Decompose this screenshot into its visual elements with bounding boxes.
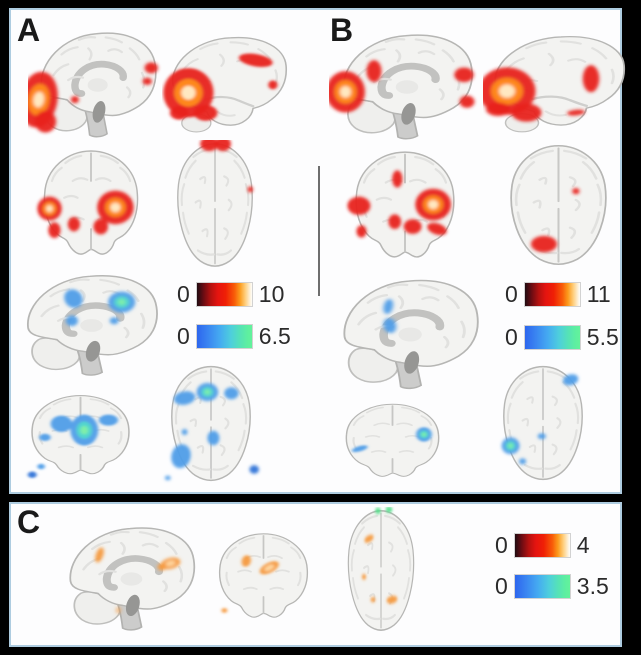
- colorbar-b-hot-max: 11: [586, 281, 611, 307]
- activation-blobs: [37, 190, 134, 238]
- activation-blobs: [64, 289, 136, 327]
- colorbar-c-hot-gradient: [513, 533, 571, 558]
- colorbar-a-hot-gradient: [195, 282, 253, 307]
- brain-slice-a-ax: [164, 365, 259, 482]
- activation-blobs: [164, 382, 259, 481]
- colorbar-a-cool-gradient: [195, 324, 253, 349]
- brain-slice-a-smed: [28, 32, 158, 138]
- brain-slice-b-ax: [501, 365, 583, 481]
- colorbar-b-cool-max: 5.5: [586, 324, 619, 350]
- brain-slice-b-smed: [329, 34, 475, 140]
- colorbar-b-hot-min: 0: [505, 281, 518, 307]
- panel-divider-line: [318, 166, 320, 296]
- brain-slice-a-ax: [177, 140, 254, 267]
- colorbar-c-hot: 0 4: [495, 532, 590, 559]
- colorbar-c-cool: 0 3.5: [495, 573, 609, 600]
- activation-blobs: [221, 555, 279, 613]
- colorbar-b-hot: 0 11: [505, 281, 611, 308]
- panel-label-a: A: [17, 12, 41, 48]
- brain-slice-c-cor: [218, 533, 309, 618]
- brain-slice-a-smed: [27, 275, 158, 376]
- colorbar-a-hot: 0 10: [177, 281, 284, 308]
- colorbar-b-cool-gradient: [523, 325, 581, 350]
- brain-slice-b-cor: [345, 403, 440, 477]
- activation-blobs: [163, 53, 278, 121]
- activation-blobs: [27, 414, 118, 478]
- colorbar-c-hot-min: 0: [495, 532, 508, 558]
- activation-blobs: [383, 299, 397, 334]
- panel-label-c: C: [17, 504, 41, 540]
- colorbar-a-hot-min: 0: [177, 281, 190, 307]
- activation-blobs: [501, 374, 579, 465]
- colorbar-b-cool-min: 0: [505, 324, 518, 350]
- colorbar-c-cool-gradient: [513, 574, 571, 599]
- colorbar-a-hot-max: 10: [258, 281, 285, 307]
- brain-slice-a-cor: [37, 150, 139, 255]
- panel-label-b: B: [330, 12, 354, 48]
- activation-blobs: [483, 65, 600, 122]
- activation-blobs: [361, 507, 398, 604]
- activation-blobs: [28, 62, 158, 133]
- colorbar-a-cool-min: 0: [177, 323, 190, 349]
- activation-blobs: [352, 427, 432, 453]
- brain-slice-c-ax: [347, 507, 415, 631]
- colorbar-b-hot-gradient: [523, 282, 581, 307]
- brain-slice-c-smed: [69, 527, 196, 631]
- brain-slice-b-cor: [347, 151, 455, 258]
- colorbar-a-cool: 0 6.5: [177, 323, 291, 350]
- colorbar-a-cool-max: 6.5: [258, 323, 291, 349]
- colorbar-c-hot-max: 4: [576, 532, 590, 558]
- activation-blobs: [200, 140, 254, 193]
- activation-blobs: [329, 60, 475, 113]
- colorbar-b-cool: 0 5.5: [505, 324, 619, 351]
- brain-slice-a-slat: [163, 36, 288, 133]
- colorbar-c-cool-min: 0: [495, 573, 508, 599]
- activation-blobs: [530, 187, 580, 253]
- brain-slice-b-slat: [483, 36, 626, 133]
- activation-blobs: [95, 547, 181, 614]
- activation-blobs: [347, 170, 452, 238]
- brain-slice-b-smed: [343, 279, 479, 390]
- brain-slice-a-cor: [27, 395, 130, 478]
- colorbar-c-cool-max: 3.5: [576, 573, 609, 599]
- brain-slice-b-ax: [510, 145, 607, 265]
